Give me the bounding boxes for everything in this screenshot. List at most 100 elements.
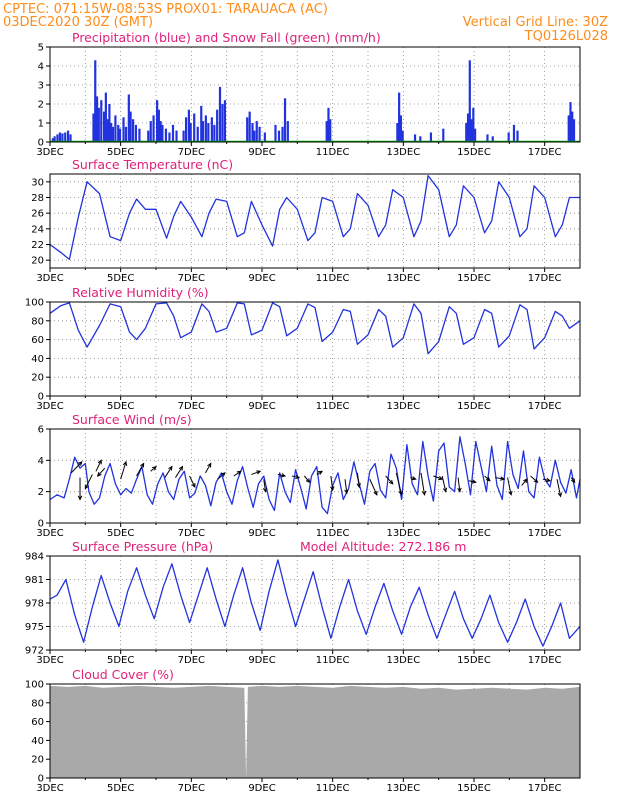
wind-arrow-shaft: [164, 466, 173, 478]
pressure-frame: [49, 555, 581, 651]
temp-xtick-label: 13DEC: [386, 273, 420, 284]
cloud-xtick-label: 5DEC: [107, 783, 134, 794]
precip-bar: [118, 128, 122, 142]
cloud-xtick-label: 7DEC: [178, 783, 205, 794]
rh-ytick-label: 100: [25, 298, 44, 309]
precip-bar: [571, 111, 574, 142]
precip-bar: [274, 124, 277, 142]
rh-ytick-label: 40: [31, 354, 44, 365]
precip-ytick-label: 1: [38, 119, 44, 130]
wind-arrow-head: [262, 487, 268, 493]
wind-xtick-label: 5DEC: [107, 528, 134, 539]
wind-arrow-shaft: [420, 472, 426, 495]
precip-bar: [398, 92, 401, 142]
header-grid-note: Vertical Grid Line: 30Z: [463, 15, 608, 30]
wind-title: Surface Wind (m/s): [72, 412, 192, 427]
precip-bar: [246, 117, 249, 142]
header-date: 03DEC2020 30Z (GMT): [3, 15, 153, 30]
wind-xtick-label: 7DEC: [178, 528, 205, 539]
header-model-id: TQ0126L028: [524, 29, 608, 44]
precip-bar: [168, 132, 171, 142]
wind-ytick-label: 2: [38, 487, 44, 498]
precip-bar: [193, 113, 196, 142]
rh-ytick-label: 60: [31, 335, 44, 346]
cloud-frame: [49, 683, 581, 779]
temp-frame: [49, 173, 581, 269]
precip-bar: [95, 96, 99, 142]
wind-arrow-head: [457, 487, 462, 493]
wind-panel: Surface Wind (m/s) 0 2 4 6 3DEC 5DEC 7DEC 9DEC 11…: [36, 412, 581, 539]
temp-title: Surface Temperature (nC): [72, 157, 233, 172]
wind-arrow-head: [471, 479, 477, 484]
wind-arrow-head: [220, 472, 226, 477]
temp-ytick-label: 24: [31, 224, 44, 235]
precip-bar: [92, 113, 95, 142]
precip-bar: [396, 123, 399, 142]
wind-arrow-head: [191, 482, 196, 489]
precip-bar: [171, 124, 175, 142]
rh-xtick-label: 7DEC: [178, 401, 205, 412]
rh-ytick-label: 0: [38, 392, 44, 403]
precip-xtick-label: 17DEC: [528, 147, 562, 158]
wind-arrow-shaft: [205, 463, 212, 474]
wind-ytick-label: 0: [38, 519, 44, 530]
precip-bar: [572, 119, 576, 142]
wind-arrow-shaft: [530, 475, 538, 483]
pressure-series-line: [49, 559, 581, 647]
precip-bar: [149, 121, 152, 142]
precip-xtick-label: 7DEC: [178, 147, 205, 158]
precip-bar: [200, 105, 203, 142]
cloud-ytick-label: 40: [31, 736, 44, 747]
wind-xtick-label: 9DEC: [248, 528, 275, 539]
precip-ytick-label: 4: [38, 62, 44, 73]
wind-arrow-head: [438, 475, 444, 481]
cloud-ytick-label: 100: [25, 680, 44, 691]
pressure-ytick-label: 981: [25, 575, 44, 586]
wind-arrow-head: [508, 490, 513, 496]
precip-bar: [210, 117, 213, 142]
wind-ytick-label: 6: [38, 425, 44, 436]
wind-arrow-head: [356, 483, 361, 489]
wind-arrow-head: [388, 479, 394, 485]
wind-arrow-shaft: [263, 479, 267, 492]
wind-series-line: [49, 436, 581, 515]
wind-arrow-head: [122, 460, 128, 466]
precip-bar: [117, 124, 120, 142]
pressure-ytick-label: 978: [25, 599, 44, 610]
wind-arrow-shaft: [457, 477, 461, 492]
wind-arrow-shaft: [251, 470, 261, 475]
precip-bar: [207, 123, 210, 142]
wind-arrow-shaft: [556, 479, 562, 497]
precip-bar: [51, 138, 54, 142]
wind-arrow-head: [77, 495, 83, 501]
precip-bar: [164, 128, 168, 142]
precip-bar: [466, 113, 470, 142]
pressure-ytick-label: 972: [25, 646, 44, 657]
temp-ytick-label: 28: [31, 193, 44, 204]
precip-bar: [124, 126, 128, 142]
precip-bar: [187, 109, 190, 142]
wind-arrow-shaft: [395, 472, 403, 495]
rh-xtick-label: 9DEC: [248, 401, 275, 412]
precip-bar: [465, 123, 468, 142]
pressure-xtick-label: 5DEC: [107, 655, 134, 666]
precip-bar: [419, 136, 422, 142]
wind-arrow-shaft: [356, 472, 360, 488]
pressure-panel: Surface Pressure (hPa) Model Altitude: 27…: [25, 539, 581, 666]
wind-arrow-shaft: [385, 475, 394, 485]
precip-xtick-label: 3DEC: [36, 147, 63, 158]
pressure-ytick-label: 975: [25, 622, 44, 633]
cloud-ytick-label: 0: [38, 774, 44, 785]
precip-bar: [281, 126, 284, 142]
wind-arrow-shaft: [291, 475, 300, 479]
precip-bar: [106, 119, 109, 142]
precip-bar: [182, 130, 185, 142]
wind-arrow-head: [140, 462, 145, 468]
wind-arrow-head: [330, 486, 335, 492]
precip-bar: [472, 107, 475, 142]
temp-xtick-label: 9DEC: [248, 273, 275, 284]
wind-arrow-shaft: [484, 475, 491, 482]
wind-arrow-shaft: [507, 477, 512, 495]
pressure-xtick-label: 7DEC: [178, 655, 205, 666]
wind-arrow-head: [398, 490, 403, 496]
